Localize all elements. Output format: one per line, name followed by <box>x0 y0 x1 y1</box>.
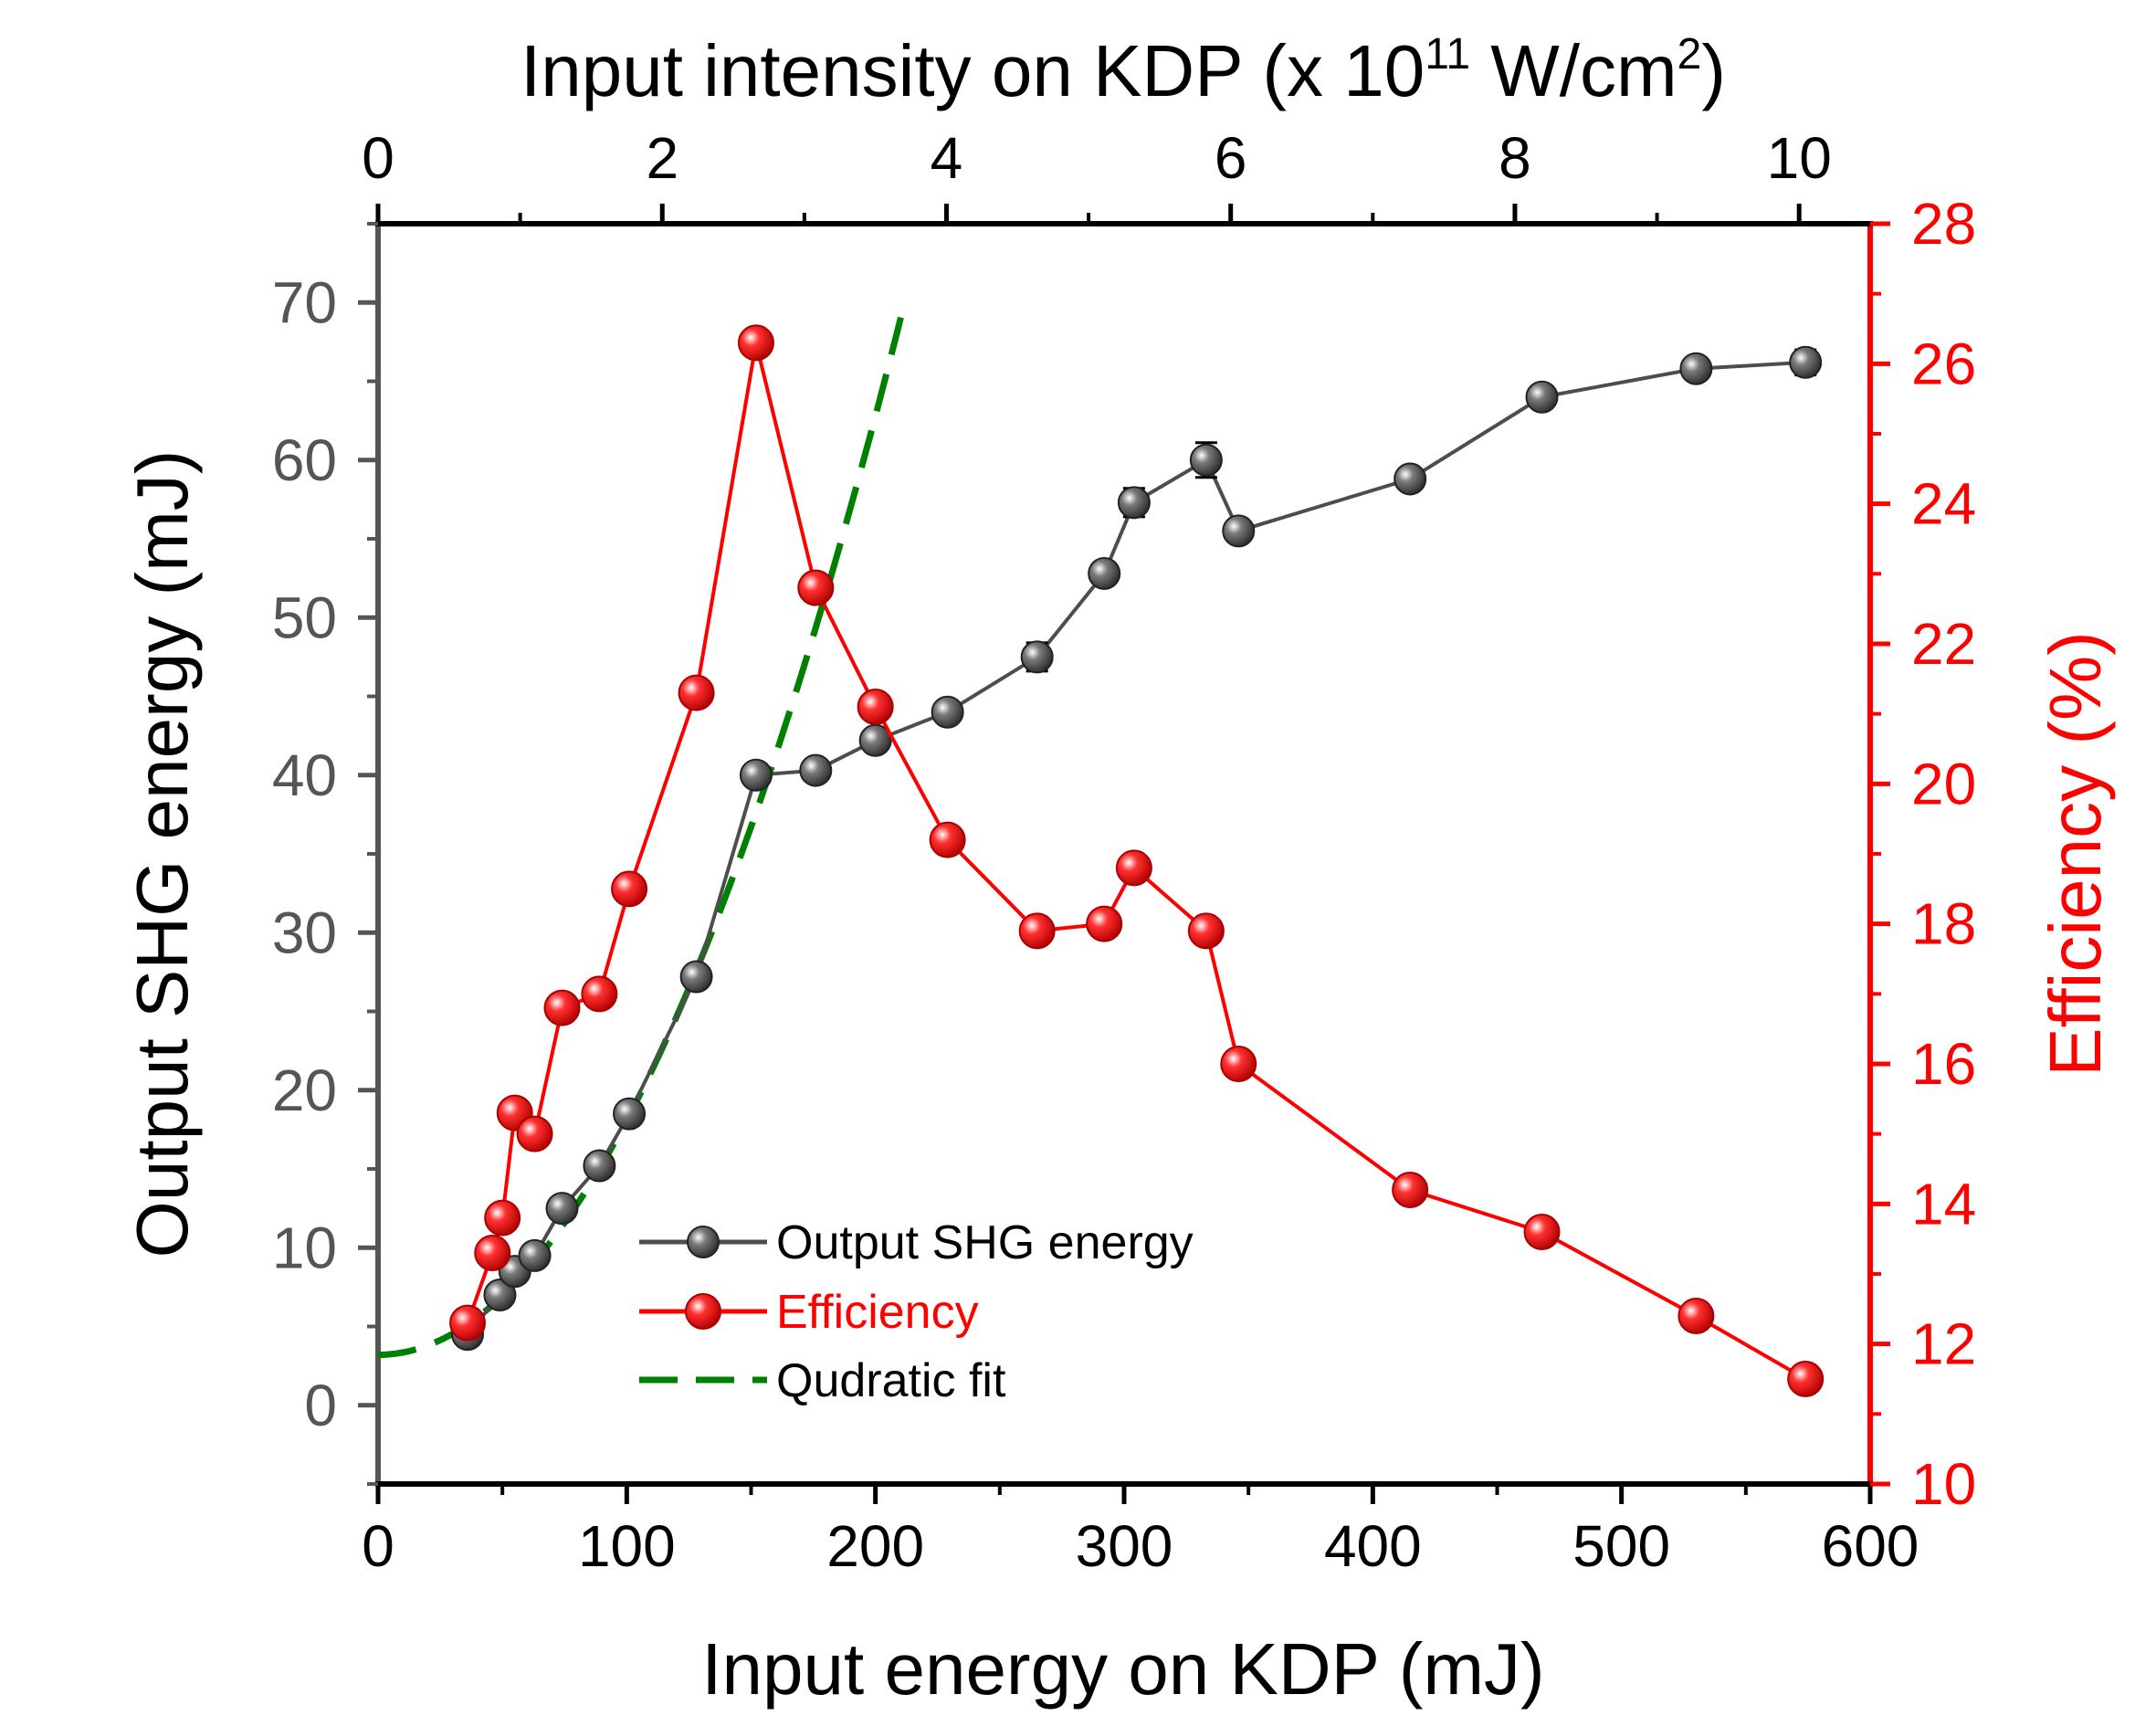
top-tick-label: 10 <box>1767 125 1832 191</box>
y-left-tick-label: 70 <box>272 269 337 335</box>
x-tick-label: 100 <box>578 1513 676 1579</box>
efficiency-point <box>1086 905 1123 942</box>
shg-energy-point <box>1088 556 1121 590</box>
efficiency-point <box>484 1199 521 1237</box>
shg-energy-point <box>1117 486 1151 520</box>
y-right-tick-label: 24 <box>1911 471 1976 537</box>
efficiency-point <box>1115 849 1152 887</box>
top-tick-label: 8 <box>1499 125 1531 191</box>
efficiency-point <box>1220 1046 1257 1082</box>
shg-energy-point <box>1020 640 1054 674</box>
top-axis-title-end: ) <box>1701 30 1726 111</box>
legend-marker-efficiency <box>685 1293 721 1330</box>
top-axis-title-main: Input intensity on KDP (x 10 <box>521 30 1425 111</box>
x-tick-label: 400 <box>1324 1513 1422 1579</box>
efficiency-point <box>449 1304 487 1342</box>
efficiency-point <box>1677 1298 1715 1334</box>
shg-energy-point <box>545 1192 579 1226</box>
y-right-tick-label: 10 <box>1911 1451 1976 1517</box>
y-left-tick-label: 10 <box>272 1215 337 1280</box>
shg-energy-point <box>1679 352 1713 385</box>
x-tick-label: 0 <box>362 1513 394 1579</box>
efficiency-point <box>611 870 648 908</box>
y-left-tick-label: 0 <box>304 1373 337 1438</box>
shg-energy-point <box>679 960 713 994</box>
x-tick-label: 300 <box>1076 1513 1173 1579</box>
shg-energy-point <box>613 1097 647 1131</box>
shg-energy-point <box>1789 345 1823 379</box>
y-right-tick-label: 16 <box>1911 1031 1976 1097</box>
y-left-tick-label: 60 <box>272 427 337 493</box>
red-series-layer <box>449 324 1825 1397</box>
legend-label-fit: Qudratic fit <box>776 1354 1006 1407</box>
y-left-tick-label: 20 <box>272 1058 337 1123</box>
shg-energy-point <box>1525 380 1559 414</box>
ticks <box>358 204 1890 1504</box>
shg-energy-point <box>518 1238 552 1272</box>
top-axis-title-mid: W/cm <box>1470 30 1677 111</box>
shg-energy-point <box>483 1279 517 1311</box>
efficiency-point <box>1787 1361 1825 1397</box>
top-tick-label: 6 <box>1215 125 1247 191</box>
top-axis-title-exp1: 11 <box>1425 30 1470 79</box>
y-left-tick-label: 40 <box>272 742 337 808</box>
efficiency-point <box>1187 912 1225 950</box>
fit-layer <box>378 299 909 1358</box>
x-tick-label: 600 <box>1822 1513 1919 1579</box>
legend-label-efficiency: Efficiency <box>776 1286 979 1339</box>
efficiency-point <box>797 569 835 606</box>
shg-energy-point <box>739 758 773 792</box>
shg-energy-point <box>1189 443 1223 477</box>
efficiency-point <box>516 1115 553 1152</box>
efficiency-point <box>857 689 894 725</box>
shg-energy-point <box>799 753 833 787</box>
shg-energy-point <box>931 695 964 729</box>
y-left-tick-label: 30 <box>272 900 337 965</box>
efficiency-point <box>1018 912 1056 950</box>
top-tick-label: 0 <box>362 125 394 191</box>
legend-item-shg: Output SHG energy <box>639 1216 1194 1269</box>
legend-label-shg: Output SHG energy <box>776 1216 1194 1269</box>
shg-energy-point <box>1222 514 1256 548</box>
y-right-tick-label: 18 <box>1911 891 1976 957</box>
y-right-tick-label: 20 <box>1911 751 1976 816</box>
legend-item-fit: Qudratic fit <box>639 1354 1006 1407</box>
gray-series-layer <box>451 345 1823 1352</box>
y-right-tick-label: 26 <box>1911 331 1976 396</box>
efficiency-point <box>581 975 618 1013</box>
top-axis-title: Input intensity on KDP (x 1011 W/cm2) <box>521 30 1726 111</box>
efficiency-point <box>1392 1172 1429 1208</box>
x-axis-title: Input energy on KDP (mJ) <box>701 1628 1544 1710</box>
y-right-axis-title: Efficiency (%) <box>2035 631 2116 1077</box>
plot-area <box>378 299 1825 1397</box>
efficiency-point <box>543 989 581 1026</box>
top-tick-label: 4 <box>931 125 963 191</box>
x-tick-label: 500 <box>1572 1513 1670 1579</box>
efficiency-point <box>929 821 966 858</box>
y-left-axis-title: Output SHG energy (mJ) <box>121 450 203 1258</box>
legend-item-efficiency: Efficiency <box>639 1286 979 1339</box>
shg-energy-point <box>583 1149 616 1183</box>
legend-marker-shg <box>687 1226 720 1258</box>
efficiency-point <box>737 324 774 362</box>
y-right-tick-label: 28 <box>1911 191 1976 257</box>
y-right-tick-label: 14 <box>1911 1171 1976 1237</box>
efficiency-point <box>474 1235 511 1271</box>
y-right-tick-label: 12 <box>1911 1311 1976 1377</box>
efficiency-point <box>678 674 715 711</box>
x-tick-label: 200 <box>826 1513 924 1579</box>
legend: Output SHG energy Efficiency Qudratic fi… <box>639 1216 1194 1407</box>
top-axis-title-exp2: 2 <box>1677 30 1702 79</box>
shg-energy-point <box>1394 462 1427 496</box>
top-tick-label: 2 <box>646 125 678 191</box>
quadratic-fit-line <box>378 299 909 1358</box>
efficiency-point <box>1523 1214 1561 1250</box>
y-left-tick-label: 50 <box>272 584 337 650</box>
y-right-tick-label: 22 <box>1911 611 1976 677</box>
